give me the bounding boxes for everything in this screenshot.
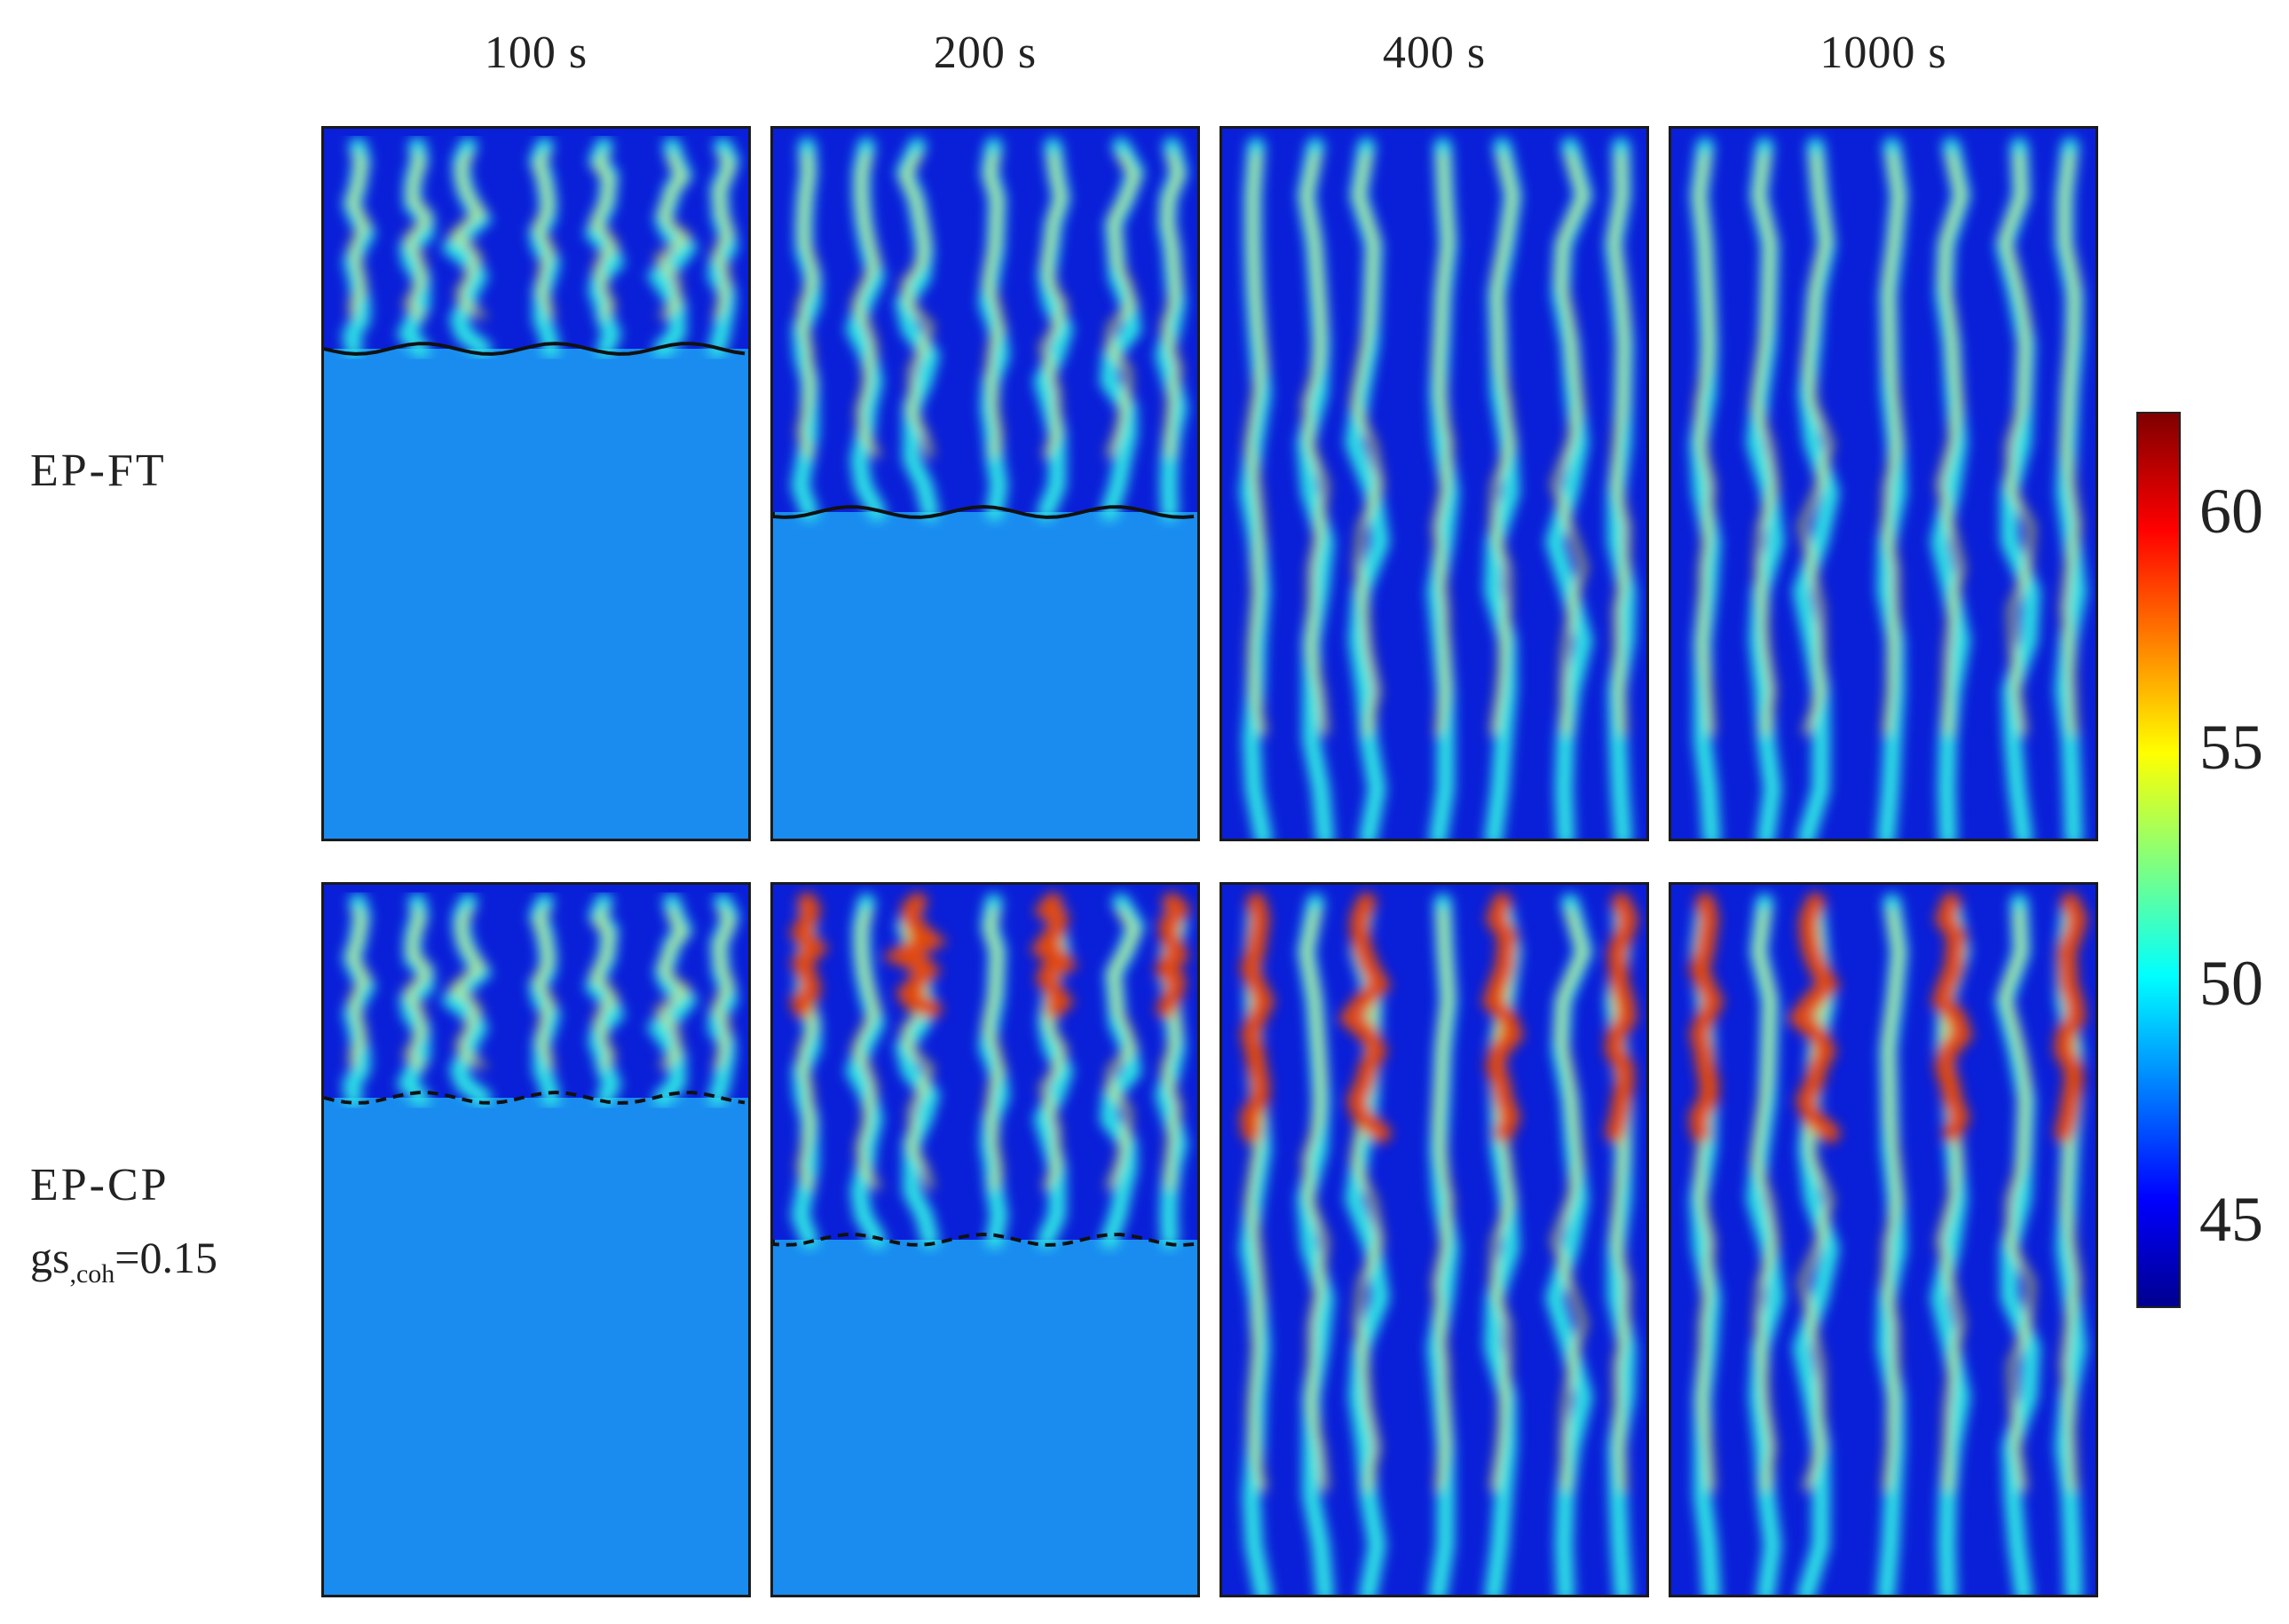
field-plot	[1671, 129, 2096, 839]
row-sublabel-gs-coh: gs,coh=0.15	[30, 1235, 217, 1288]
colorbar-tick-45: 45	[2199, 1184, 2263, 1255]
field-plot	[324, 129, 748, 839]
colorbar-gradient	[2138, 414, 2179, 1306]
panel-ep-ft-400s	[1219, 126, 1649, 841]
column-label-1000s: 1000 s	[1819, 28, 1947, 78]
colorbar-tick-50: 50	[2199, 948, 2263, 1019]
field-plot	[1222, 129, 1646, 839]
panel-ep-cp-400s	[1219, 882, 1649, 1597]
panel-ep-ft-200s	[770, 126, 1200, 841]
row-label-ep-ft: EP-FT	[30, 445, 167, 496]
column-label-200s: 200 s	[933, 28, 1038, 78]
panel-ep-cp-1000s	[1669, 882, 2098, 1597]
field-plot	[324, 885, 748, 1595]
colorbar-tick-55: 55	[2199, 712, 2263, 783]
field-plot	[1671, 885, 2096, 1595]
field-plot	[773, 885, 1197, 1595]
gs-symbol: gs	[30, 1233, 70, 1282]
column-label-100s: 100 s	[484, 28, 588, 78]
panel-ep-cp-100s	[321, 882, 751, 1597]
colorbar	[2136, 412, 2181, 1308]
panel-ep-cp-200s	[770, 882, 1200, 1597]
panel-ep-ft-100s	[321, 126, 751, 841]
gs-value: =0.15	[114, 1233, 217, 1282]
field-plot	[773, 129, 1197, 839]
field-plot	[1222, 885, 1646, 1595]
row-label-ep-cp: EP-CP	[30, 1160, 170, 1210]
panel-ep-ft-1000s	[1669, 126, 2098, 841]
column-label-400s: 400 s	[1382, 28, 1487, 78]
colorbar-tick-60: 60	[2199, 476, 2263, 547]
gs-subscript: ,coh	[69, 1259, 115, 1289]
